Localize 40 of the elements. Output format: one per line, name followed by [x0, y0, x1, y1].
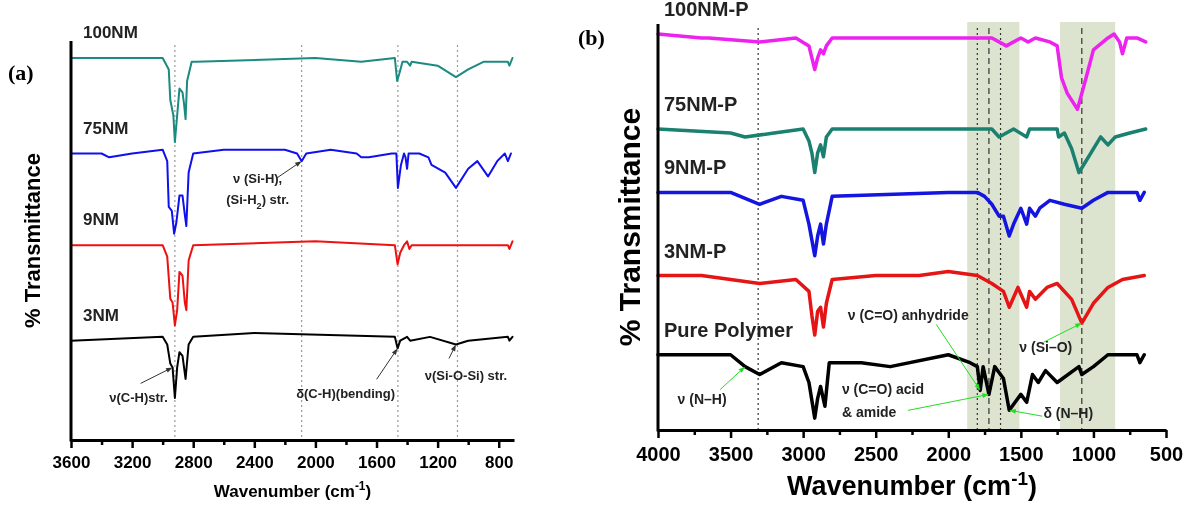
- x-tick-label: 1200: [419, 452, 458, 472]
- series-label: 75NM-P: [664, 93, 738, 116]
- series-label: 100NM-P: [664, 0, 749, 20]
- annotation: ν(C-H)str.: [109, 390, 168, 406]
- x-tick-label: 500: [1149, 443, 1183, 465]
- annotation: ν (C=O) acid & amide: [841, 381, 925, 420]
- x-tick-label: 3200: [113, 452, 152, 472]
- annotation: ν(Si-O-Si) str.: [424, 367, 508, 383]
- x-tick-label: 2000: [926, 443, 972, 465]
- annotation: ν (C=O) anhydride: [847, 307, 969, 324]
- x-tick-label: 2400: [235, 452, 274, 472]
- series-label: 3NM: [83, 305, 119, 325]
- series-label: 9NM: [83, 210, 119, 230]
- series-label: 3NM-P: [664, 239, 727, 262]
- x-tick-label: 800: [485, 452, 514, 472]
- x-tick-label: 4000: [636, 443, 681, 465]
- chart-title: (a): [8, 60, 34, 85]
- x-tick-label: 2800: [174, 452, 213, 472]
- y-axis-title: % Transmittance: [613, 107, 646, 347]
- annotation: δ (N–H): [1043, 405, 1094, 422]
- series-label: Pure Polymer: [664, 318, 794, 341]
- x-axis-title: Wavenumber (cm$^{-1}$): [787, 467, 1037, 501]
- x-tick-label: 1000: [1071, 443, 1117, 465]
- annotation: ν (N–H): [677, 390, 727, 407]
- annotation: ν (Si–O): [1019, 339, 1073, 356]
- annotation: δ(C-H)(bending): [296, 386, 396, 402]
- x-axis-title: Wavenumber (cm$^{-1}$): [213, 479, 372, 501]
- x-tick-label: 3000: [781, 443, 826, 465]
- x-tick-label: 2000: [297, 452, 335, 472]
- series-label: 100NM: [83, 23, 138, 42]
- series-label: 9NM-P: [664, 156, 727, 179]
- x-tick-label: 3600: [52, 452, 91, 472]
- y-axis-title: % Transmittance: [20, 153, 45, 328]
- x-tick-label: 1500: [999, 443, 1044, 465]
- series-label: 75NM: [83, 118, 129, 138]
- x-tick-label: 3500: [708, 443, 754, 465]
- annotation: ν (Si-H), (Si-H$_{2}$) str.: [226, 171, 290, 211]
- x-tick-label: 1600: [358, 452, 396, 472]
- chart-title: (b): [578, 25, 605, 50]
- x-tick-label: 2500: [853, 443, 899, 465]
